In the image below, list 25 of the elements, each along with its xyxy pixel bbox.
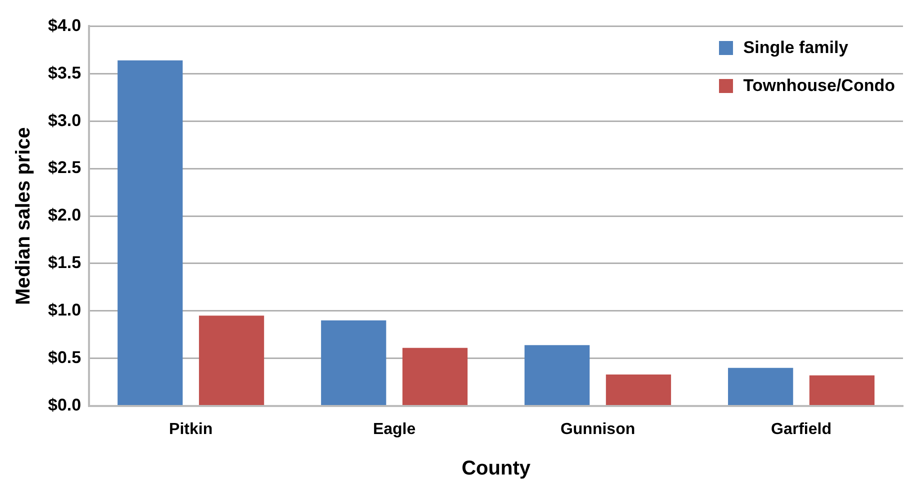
legend-label: Townhouse/Condo	[743, 76, 895, 96]
y-tick-label: $1.0	[48, 300, 82, 320]
y-tick-label: $0.5	[48, 348, 82, 368]
x-tick-label: Garfield	[771, 420, 832, 438]
legend-label: Single family	[743, 38, 848, 58]
y-tick-label: $4.0	[48, 16, 82, 35]
bar	[728, 368, 794, 406]
bar	[606, 374, 672, 406]
y-tick-label: $2.5	[48, 158, 82, 178]
bar	[809, 375, 875, 406]
y-tick-label: $2.0	[48, 206, 82, 225]
x-tick-label: Gunnison	[560, 420, 636, 438]
bar	[198, 316, 264, 406]
y-tick-label: $3.5	[48, 63, 82, 82]
y-tick-label: $1.5	[48, 253, 82, 272]
y-tick-label: $0.0	[48, 395, 82, 414]
x-axis-title: County	[462, 458, 532, 480]
bar	[321, 320, 386, 406]
y-axis-title: Median sales price	[12, 127, 35, 305]
y-tick-label: $3.0	[48, 110, 82, 130]
bar	[118, 60, 183, 406]
x-tick-label: Pitkin	[169, 420, 213, 438]
bar	[524, 345, 590, 406]
bar	[402, 348, 468, 406]
x-tick-label: Eagle	[372, 420, 416, 438]
